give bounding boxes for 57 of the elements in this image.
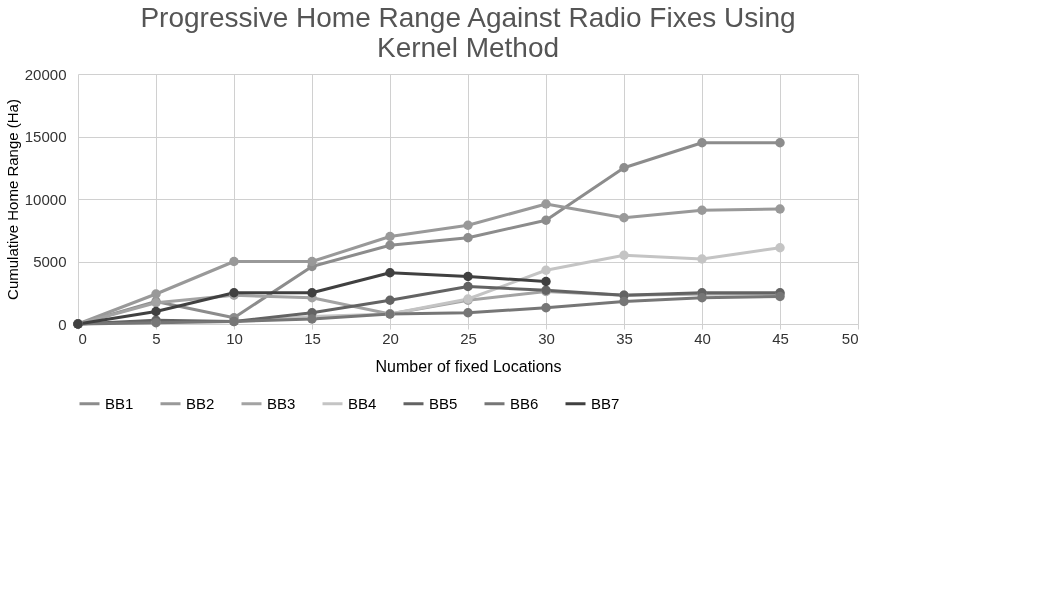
x-tick-label: 20 — [382, 329, 399, 347]
point — [463, 220, 473, 230]
point — [307, 288, 317, 298]
point — [541, 215, 551, 225]
point — [541, 199, 551, 209]
legend-label: BB4 — [348, 394, 377, 412]
legend-label: BB7 — [591, 394, 620, 412]
y-tick-label: 10000 — [24, 190, 67, 208]
x-axis-title: Number of fixed Locations — [375, 357, 562, 375]
point — [775, 243, 785, 253]
legend-label: BB1 — [105, 394, 134, 412]
point — [463, 271, 473, 282]
x-tick-label: 0 — [78, 329, 87, 347]
point — [307, 256, 317, 267]
point — [385, 295, 395, 305]
y-axis-title: Cumulative Home Range (Ha) — [3, 99, 21, 300]
y-tick-label: 0 — [58, 315, 67, 333]
legend-label: BB2 — [186, 394, 215, 412]
point — [385, 268, 395, 278]
legend-label: BB3 — [267, 394, 296, 412]
text: Kernel Method — [376, 32, 560, 63]
legend-label: BB5 — [429, 394, 458, 412]
point — [775, 204, 785, 214]
text: Progressive Home Range Against Radio Fixes Using — [140, 2, 796, 33]
point — [385, 240, 395, 250]
x-tick-label: 40 — [694, 329, 711, 347]
point — [697, 205, 707, 215]
x-tick-label: 30 — [538, 329, 555, 347]
point — [619, 213, 629, 223]
point — [463, 233, 473, 243]
x-tick-label: 10 — [226, 329, 243, 347]
point — [697, 138, 707, 148]
x-tick-label: 35 — [616, 329, 633, 347]
point — [541, 265, 551, 275]
point — [697, 293, 707, 303]
x-tick-label: 25 — [460, 329, 477, 347]
point — [229, 256, 239, 267]
legend-label: BB6 — [510, 394, 539, 412]
point — [463, 308, 473, 318]
x-tick-label: 50 — [841, 329, 859, 347]
point — [775, 138, 785, 148]
point — [541, 276, 551, 287]
point — [385, 231, 395, 242]
point — [697, 254, 707, 264]
point — [151, 306, 161, 317]
point — [619, 296, 629, 307]
x-tick-label: 45 — [772, 329, 789, 347]
y-tick-label: 5000 — [33, 253, 67, 270]
x-tick-label: 5 — [152, 329, 161, 347]
y-tick-label: 15000 — [24, 128, 67, 145]
point — [619, 163, 629, 173]
point — [541, 303, 551, 313]
y-tick-label: 20000 — [24, 65, 67, 83]
point — [463, 281, 473, 292]
point — [619, 250, 629, 260]
x-tick-label: 15 — [304, 329, 321, 347]
point — [151, 289, 161, 299]
